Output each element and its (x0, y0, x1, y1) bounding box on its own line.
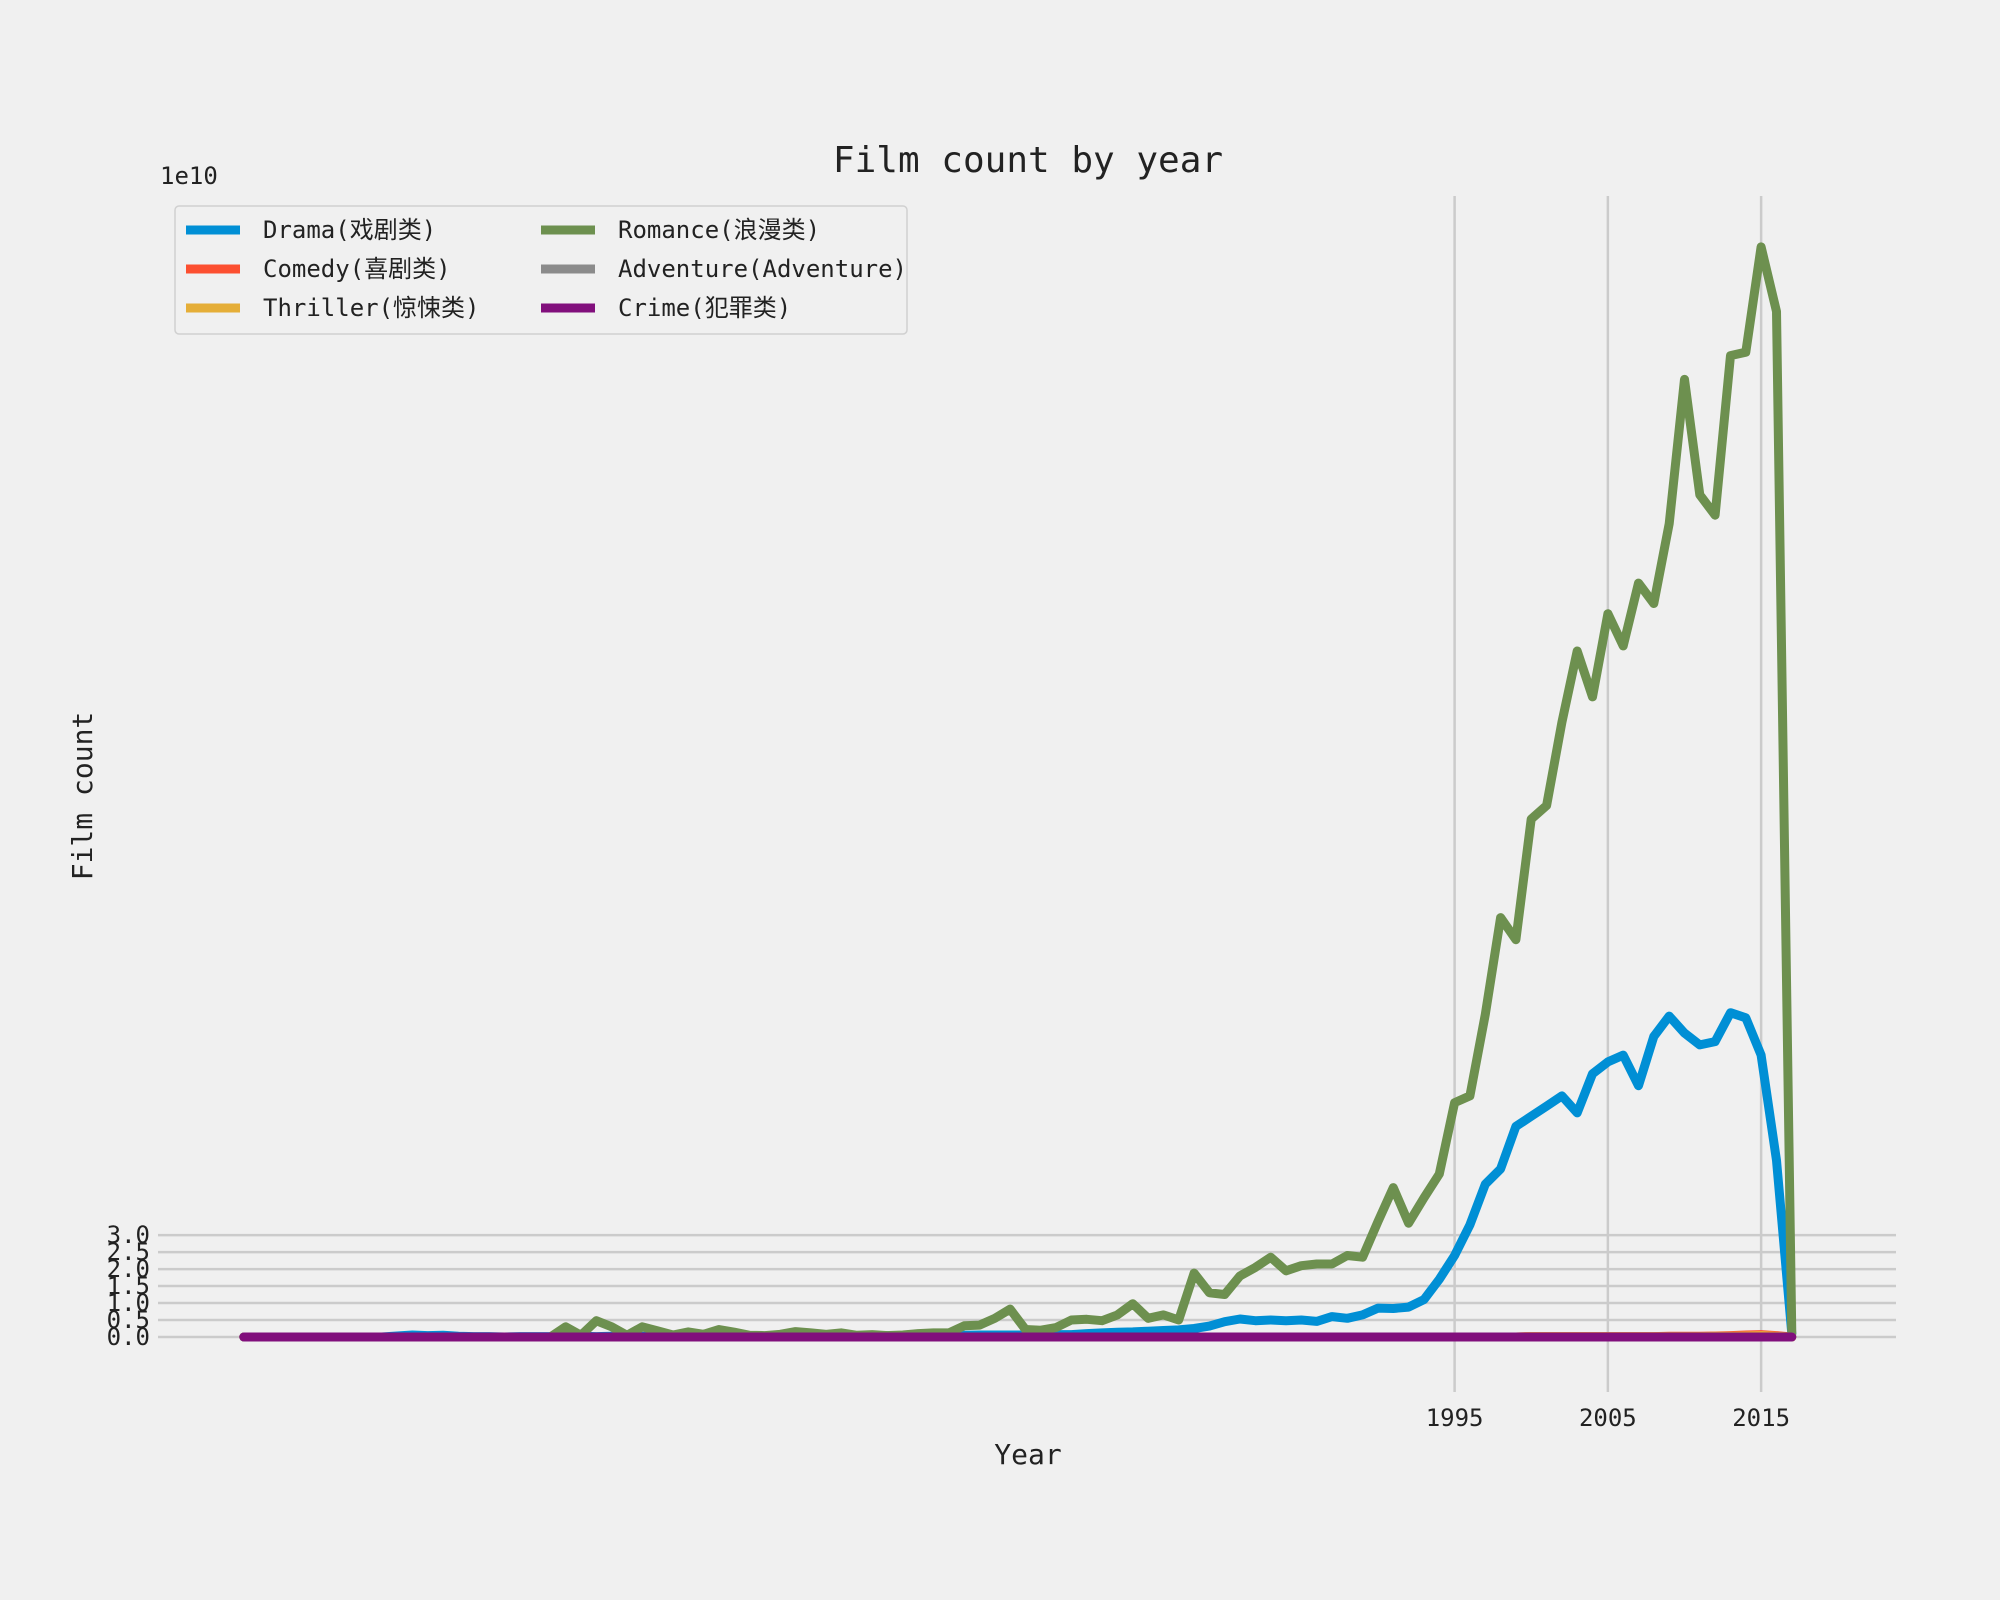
y-tick-label: 2.5 (107, 1238, 150, 1266)
y-tick-label: 0.0 (107, 1323, 150, 1351)
legend-label: Adventure(Adventure) (618, 255, 907, 283)
legend-label: Drama(戏剧类) (263, 216, 436, 244)
y-axis-label: Film count (66, 712, 99, 881)
legend-items: Drama(戏剧类) Comedy(喜剧类) Thriller(惊悚类) Romanc… (186, 216, 907, 322)
x-tick-label: 2015 (1732, 1404, 1790, 1432)
axis-ticks: 0.00.51.01.52.02.53.0 1995 2005 2015 (107, 1221, 1790, 1432)
x-axis-label: Year (994, 1438, 1061, 1471)
grid-lines (158, 196, 1896, 1392)
legend-label: Comedy(喜剧类) (263, 255, 451, 283)
y-tick-label: 1.5 (107, 1272, 150, 1300)
legend-label: Romance(浪漫类) (618, 216, 820, 244)
y-tick-label: 1.0 (107, 1289, 150, 1317)
series-line (239, 1008, 1797, 1342)
legend-label: Crime(犯罪类) (618, 294, 791, 322)
x-tick-label: 2005 (1579, 1404, 1637, 1432)
series-line (239, 242, 1797, 1342)
series-lines (239, 242, 1797, 1342)
chart-title: Film count by year (833, 140, 1223, 181)
y-tick-label: 2.0 (107, 1255, 150, 1283)
x-tick-label: 1995 (1426, 1404, 1484, 1432)
y-tick-label: 3.0 (107, 1221, 150, 1249)
legend: Drama(戏剧类) Comedy(喜剧类) Thriller(惊悚类) Romanc… (174, 205, 908, 335)
y-tick-label: 0.5 (107, 1306, 150, 1334)
legend-label: Thriller(惊悚类) (263, 294, 480, 322)
y-offset-label: 1e10 (160, 162, 218, 190)
